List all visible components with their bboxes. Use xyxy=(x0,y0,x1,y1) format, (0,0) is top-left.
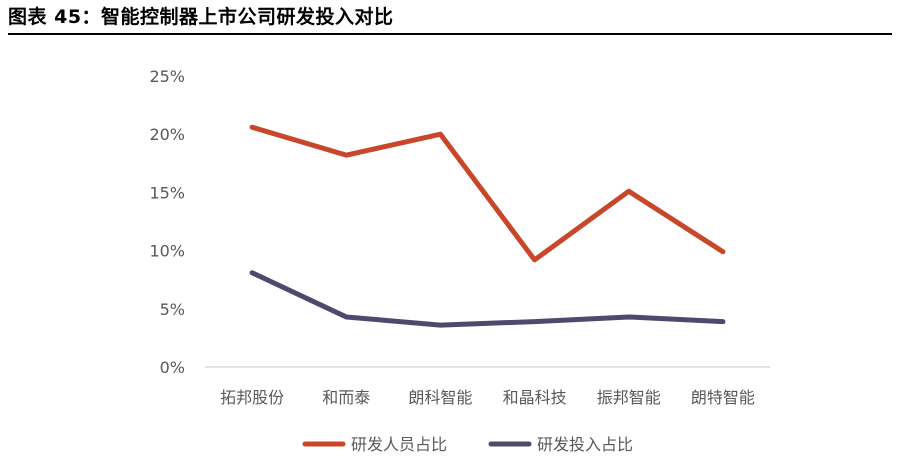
y-tick-label: 0% xyxy=(160,358,185,377)
legend: 研发人员占比 研发投入占比 xyxy=(302,435,633,454)
series-line-1 xyxy=(249,124,726,263)
figure-title: 图表 45：智能控制器上市公司研发投入对比 xyxy=(8,6,394,28)
x-tick-label: 振邦智能 xyxy=(597,388,661,407)
x-tick-label: 和而泰 xyxy=(322,388,370,407)
y-tick-label: 5% xyxy=(160,300,185,319)
x-axis-ticks: 拓邦股份 和而泰 朗科智能 和晶科技 振邦智能 朗特智能 xyxy=(220,388,755,407)
y-tick-label: 15% xyxy=(149,183,185,202)
x-tick-label: 朗科智能 xyxy=(408,388,472,407)
y-tick-label: 25% xyxy=(149,67,185,86)
series-lines xyxy=(249,124,726,328)
legend-label-2: 研发投入占比 xyxy=(537,435,633,454)
y-tick-label: 20% xyxy=(149,125,185,144)
y-tick-label: 10% xyxy=(149,242,185,261)
series-line-2 xyxy=(249,270,726,328)
legend-label-1: 研发人员占比 xyxy=(351,435,447,454)
y-axis-ticks: 0% 5% 10% 15% 20% 25% xyxy=(149,67,185,377)
x-tick-label: 和晶科技 xyxy=(503,388,567,407)
title-rule xyxy=(8,33,892,35)
x-tick-label: 拓邦股份 xyxy=(220,388,284,407)
x-tick-label: 朗特智能 xyxy=(691,388,755,407)
